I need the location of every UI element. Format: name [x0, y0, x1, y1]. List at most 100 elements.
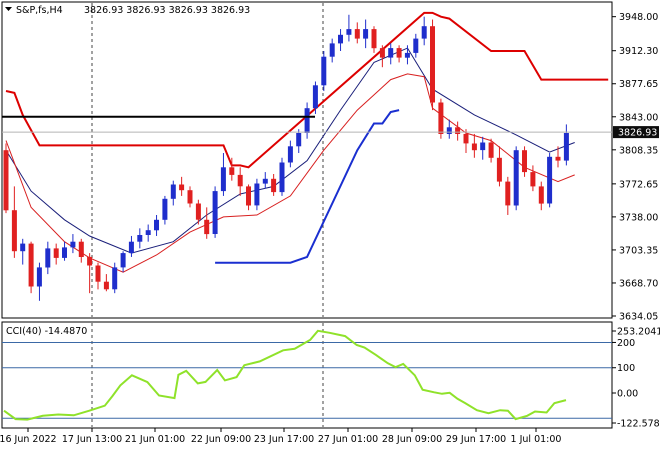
upper-band-line — [5, 11, 609, 169]
candle-body[interactable] — [338, 34, 343, 44]
ohlc-label: 3826.93 3826.93 3826.93 3826.93 — [84, 5, 250, 16]
candle-body[interactable] — [237, 174, 243, 187]
time-tick-label: 21 Jun 01:00 — [125, 434, 185, 445]
cci-label: CCI(40) -14.4870 — [6, 326, 87, 337]
candle-body[interactable] — [28, 243, 34, 287]
candle-body[interactable] — [87, 256, 93, 266]
candle-body[interactable] — [522, 150, 527, 173]
candle-body[interactable] — [446, 127, 452, 134]
candle-body[interactable] — [513, 150, 519, 206]
last-price-box — [613, 126, 659, 139]
cci-layer — [3, 329, 567, 421]
price-tick-label: 3703.35 — [619, 245, 658, 256]
candle-body[interactable] — [471, 143, 477, 151]
candle-body[interactable] — [538, 186, 544, 204]
candle-body[interactable] — [455, 127, 461, 134]
candle-body[interactable] — [547, 156, 553, 204]
candle-body[interactable] — [388, 48, 394, 58]
price-axis: 3948.00 3912.30 3877.65 3843.00 3808.35 3772.… — [612, 12, 658, 323]
candle-body[interactable] — [246, 186, 251, 206]
candle-body[interactable] — [70, 241, 76, 248]
candle-body[interactable] — [438, 102, 444, 135]
candle-body[interactable] — [363, 29, 369, 39]
candle-body[interactable] — [112, 267, 118, 290]
candle-body[interactable] — [555, 156, 561, 161]
time-tick-label: 29 Jun 17:00 — [446, 434, 506, 445]
candle-body[interactable] — [396, 48, 402, 58]
candle-body[interactable] — [95, 265, 101, 282]
candle-body[interactable] — [204, 219, 210, 235]
lower-band-line — [215, 109, 400, 264]
candle-body[interactable] — [379, 48, 385, 58]
candle-body[interactable] — [505, 181, 511, 206]
candle-body[interactable] — [45, 248, 51, 268]
candle-body[interactable] — [137, 235, 143, 242]
candle-body[interactable] — [103, 281, 109, 290]
price-tick-label: 3843.00 — [619, 112, 658, 123]
candle-body[interactable] — [346, 29, 352, 35]
candle-body[interactable] — [329, 43, 335, 57]
price-tick-label: 3772.65 — [619, 179, 658, 190]
candle-body[interactable] — [488, 142, 494, 158]
time-tick-label: 23 Jun 17:00 — [254, 434, 314, 445]
band-layer — [5, 11, 609, 264]
candle-body[interactable] — [271, 178, 277, 193]
candle-body[interactable] — [3, 150, 9, 211]
price-tick-label: 3808.35 — [619, 145, 658, 156]
candle-body[interactable] — [78, 241, 84, 257]
candle-body[interactable] — [480, 142, 486, 151]
candle-body[interactable] — [154, 219, 159, 231]
time-tick-label: 22 Jun 09:00 — [191, 434, 251, 445]
time-tick-label: 27 Jun 01:00 — [318, 434, 378, 445]
candle-body[interactable] — [145, 230, 151, 235]
candle-body[interactable] — [187, 190, 193, 204]
ma-blue-line — [5, 47, 575, 254]
candle-body[interactable] — [128, 241, 134, 254]
candle-body[interactable] — [162, 198, 168, 220]
symbol-label: S&P,fs,H4 — [16, 5, 63, 16]
time-axis: 16 Jun 2022 17 Jun 13:00 21 Jun 01:00 22 Ju… — [0, 428, 561, 445]
candle-body[interactable] — [62, 247, 67, 258]
time-tick-label: 16 Jun 2022 — [0, 434, 57, 445]
candle-body[interactable] — [287, 146, 293, 163]
candle-body[interactable] — [463, 133, 469, 144]
candle-body[interactable] — [254, 183, 260, 206]
candle-body[interactable] — [195, 203, 201, 220]
candle-body[interactable] — [229, 167, 235, 175]
candle-body[interactable] — [563, 133, 569, 161]
candle-body[interactable] — [53, 248, 59, 258]
candle-body[interactable] — [430, 26, 435, 103]
chevron-down-icon[interactable] — [5, 7, 12, 11]
candle-body[interactable] — [20, 243, 26, 252]
candle-body[interactable] — [11, 210, 17, 252]
candle-body[interactable] — [530, 172, 536, 187]
candle-body[interactable] — [371, 29, 377, 49]
time-tick-label: 28 Jun 09:00 — [382, 434, 442, 445]
price-tick-label: 3668.70 — [619, 279, 658, 290]
candle-layer — [3, 14, 569, 301]
candle-body[interactable] — [220, 167, 226, 192]
candle-body[interactable] — [296, 133, 302, 147]
candle-body[interactable] — [170, 184, 176, 199]
candle-body[interactable] — [304, 108, 310, 133]
candle-body[interactable] — [179, 184, 185, 191]
candle-body[interactable] — [421, 26, 427, 39]
candle-body[interactable] — [312, 85, 318, 109]
cci-panel[interactable] — [1, 321, 613, 429]
candle-body[interactable] — [262, 178, 268, 184]
candle-body[interactable] — [354, 29, 360, 39]
price-tick-label: 3634.05 — [619, 312, 658, 323]
candle-body[interactable] — [212, 191, 218, 234]
cci-tick-label: 0.00 — [617, 389, 638, 400]
cci-tick-label: 200 — [617, 338, 635, 349]
price-tick-label: 3738.00 — [619, 212, 658, 223]
candle-body[interactable] — [321, 56, 327, 86]
candle-body[interactable] — [496, 157, 502, 182]
candle-body[interactable] — [36, 267, 42, 287]
candle-body[interactable] — [413, 38, 419, 53]
candle-body[interactable] — [120, 253, 126, 268]
candle-body[interactable] — [279, 162, 285, 193]
candle-body[interactable] — [404, 52, 410, 58]
